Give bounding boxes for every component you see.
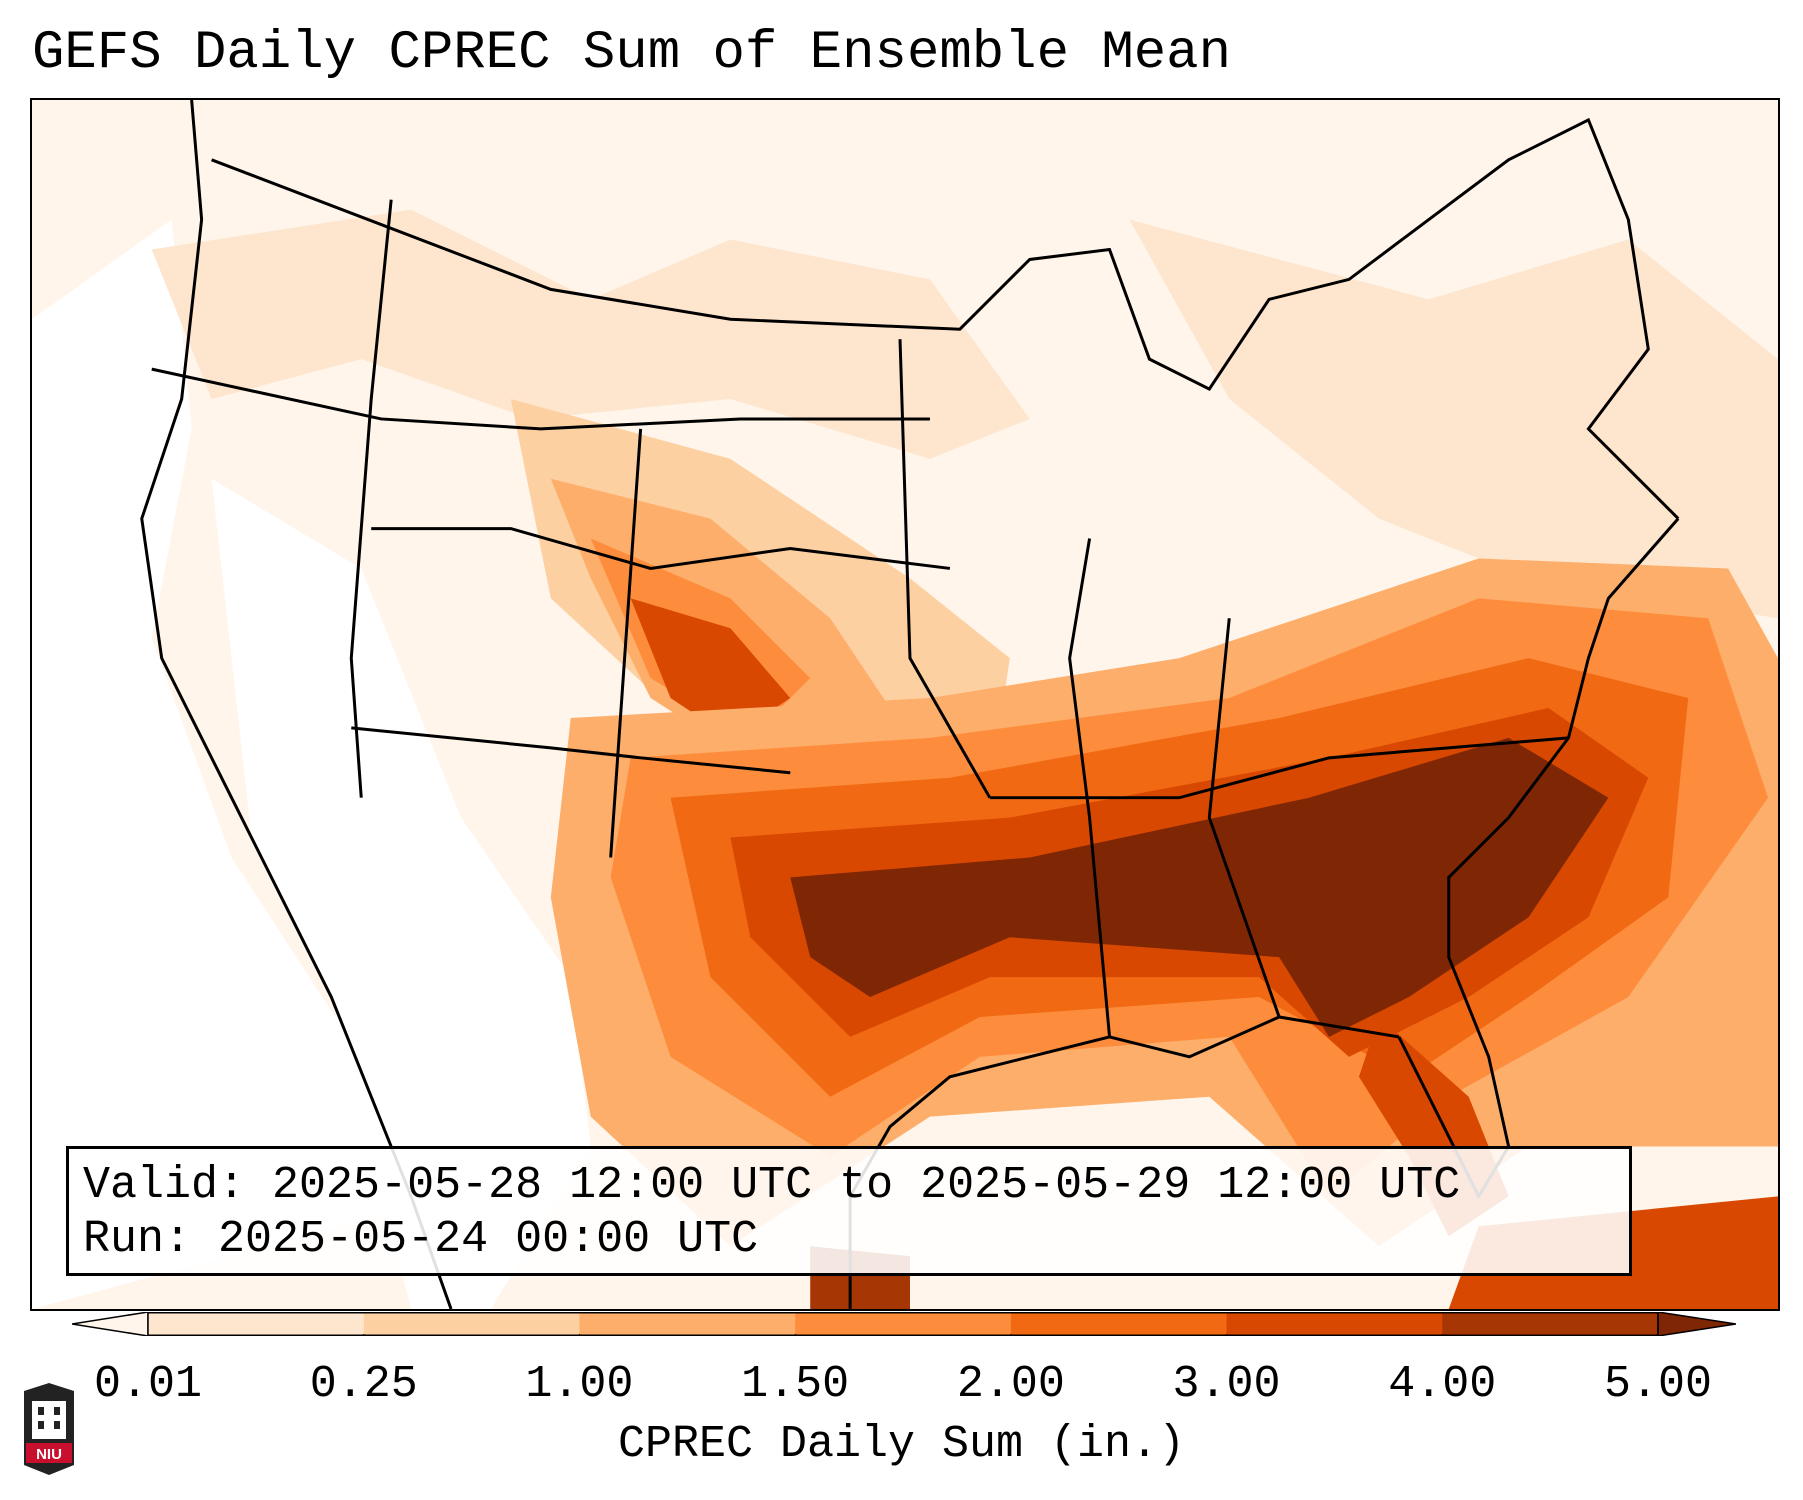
colorbar-label: CPREC Daily Sum (in.) xyxy=(617,1419,1186,1470)
logo-text: NIU xyxy=(36,1446,62,1463)
state-line-7 xyxy=(989,736,1569,800)
colorbar-tick-label: 4.00 xyxy=(1388,1359,1497,1410)
map-title: GEFS Daily CPREC Sum of Ensemble Mean xyxy=(32,23,1231,84)
colorbar-segment xyxy=(795,1312,1012,1336)
colorbar-tick-label: 5.00 xyxy=(1603,1359,1713,1410)
colorbar-over-arrow xyxy=(1657,1312,1736,1336)
state-line-6 xyxy=(898,339,992,799)
state-line-3 xyxy=(151,367,930,431)
colorbar-segment xyxy=(363,1312,580,1336)
state-line-1 xyxy=(351,726,791,775)
colorbar-tick-label: 0.25 xyxy=(309,1359,418,1410)
colorbar-tick-label: 3.00 xyxy=(1172,1359,1281,1410)
northern-border xyxy=(211,117,1680,520)
valid-label: Valid: xyxy=(83,1160,246,1211)
valid-row: Valid: 2025-05-28 12:00 UTC to 2025-05-2… xyxy=(83,1159,1615,1213)
state-line-5 xyxy=(609,428,643,858)
valid-value: 2025-05-28 12:00 UTC to 2025-05-29 12:00… xyxy=(272,1160,1461,1211)
colorbar-tick-label: 1.50 xyxy=(741,1359,850,1410)
precip-zone-south-max xyxy=(790,737,1609,1037)
state-line-8 xyxy=(1068,538,1112,1038)
state-line-9 xyxy=(1207,618,1281,1018)
valid-run-box: Valid: 2025-05-28 12:00 UTC to 2025-05-2… xyxy=(66,1146,1632,1276)
colorbar-segment xyxy=(148,1312,365,1336)
west-coastline xyxy=(140,100,453,1309)
colorbar-segment xyxy=(1010,1312,1228,1336)
colorbar-segment xyxy=(1226,1312,1443,1336)
coastline-and-borders xyxy=(140,100,1680,1309)
dry-area-southwest xyxy=(211,478,591,1309)
precip-zone-northeast-light xyxy=(1129,219,1778,619)
precip-zone-north-light xyxy=(151,209,1030,459)
precipitation-map xyxy=(30,98,1780,1311)
colorbar-tick-label: 0.01 xyxy=(93,1359,203,1410)
logo-band xyxy=(26,1443,72,1463)
colorbar-tick-label: 1.00 xyxy=(525,1359,634,1410)
logo-building xyxy=(32,1401,66,1439)
state-line-2 xyxy=(371,527,951,570)
state-line-4 xyxy=(349,199,393,798)
colorbar-frame xyxy=(147,1312,1659,1336)
colorbar-under-arrow xyxy=(72,1312,149,1336)
precip-zone-plains-4 xyxy=(630,598,791,738)
run-value: 2025-05-24 00:00 UTC xyxy=(218,1214,759,1265)
niu-logo: NIU xyxy=(24,1383,74,1475)
colorbar-segment xyxy=(1442,1312,1659,1336)
run-row: Run: 2025-05-24 00:00 UTC xyxy=(83,1213,1615,1267)
map-canvas xyxy=(32,100,1778,1309)
run-label: Run: xyxy=(83,1214,192,1265)
colorbar-tick-label: 2.00 xyxy=(956,1359,1065,1410)
colorbar xyxy=(72,1312,1736,1336)
colorbar-segment xyxy=(579,1312,796,1336)
